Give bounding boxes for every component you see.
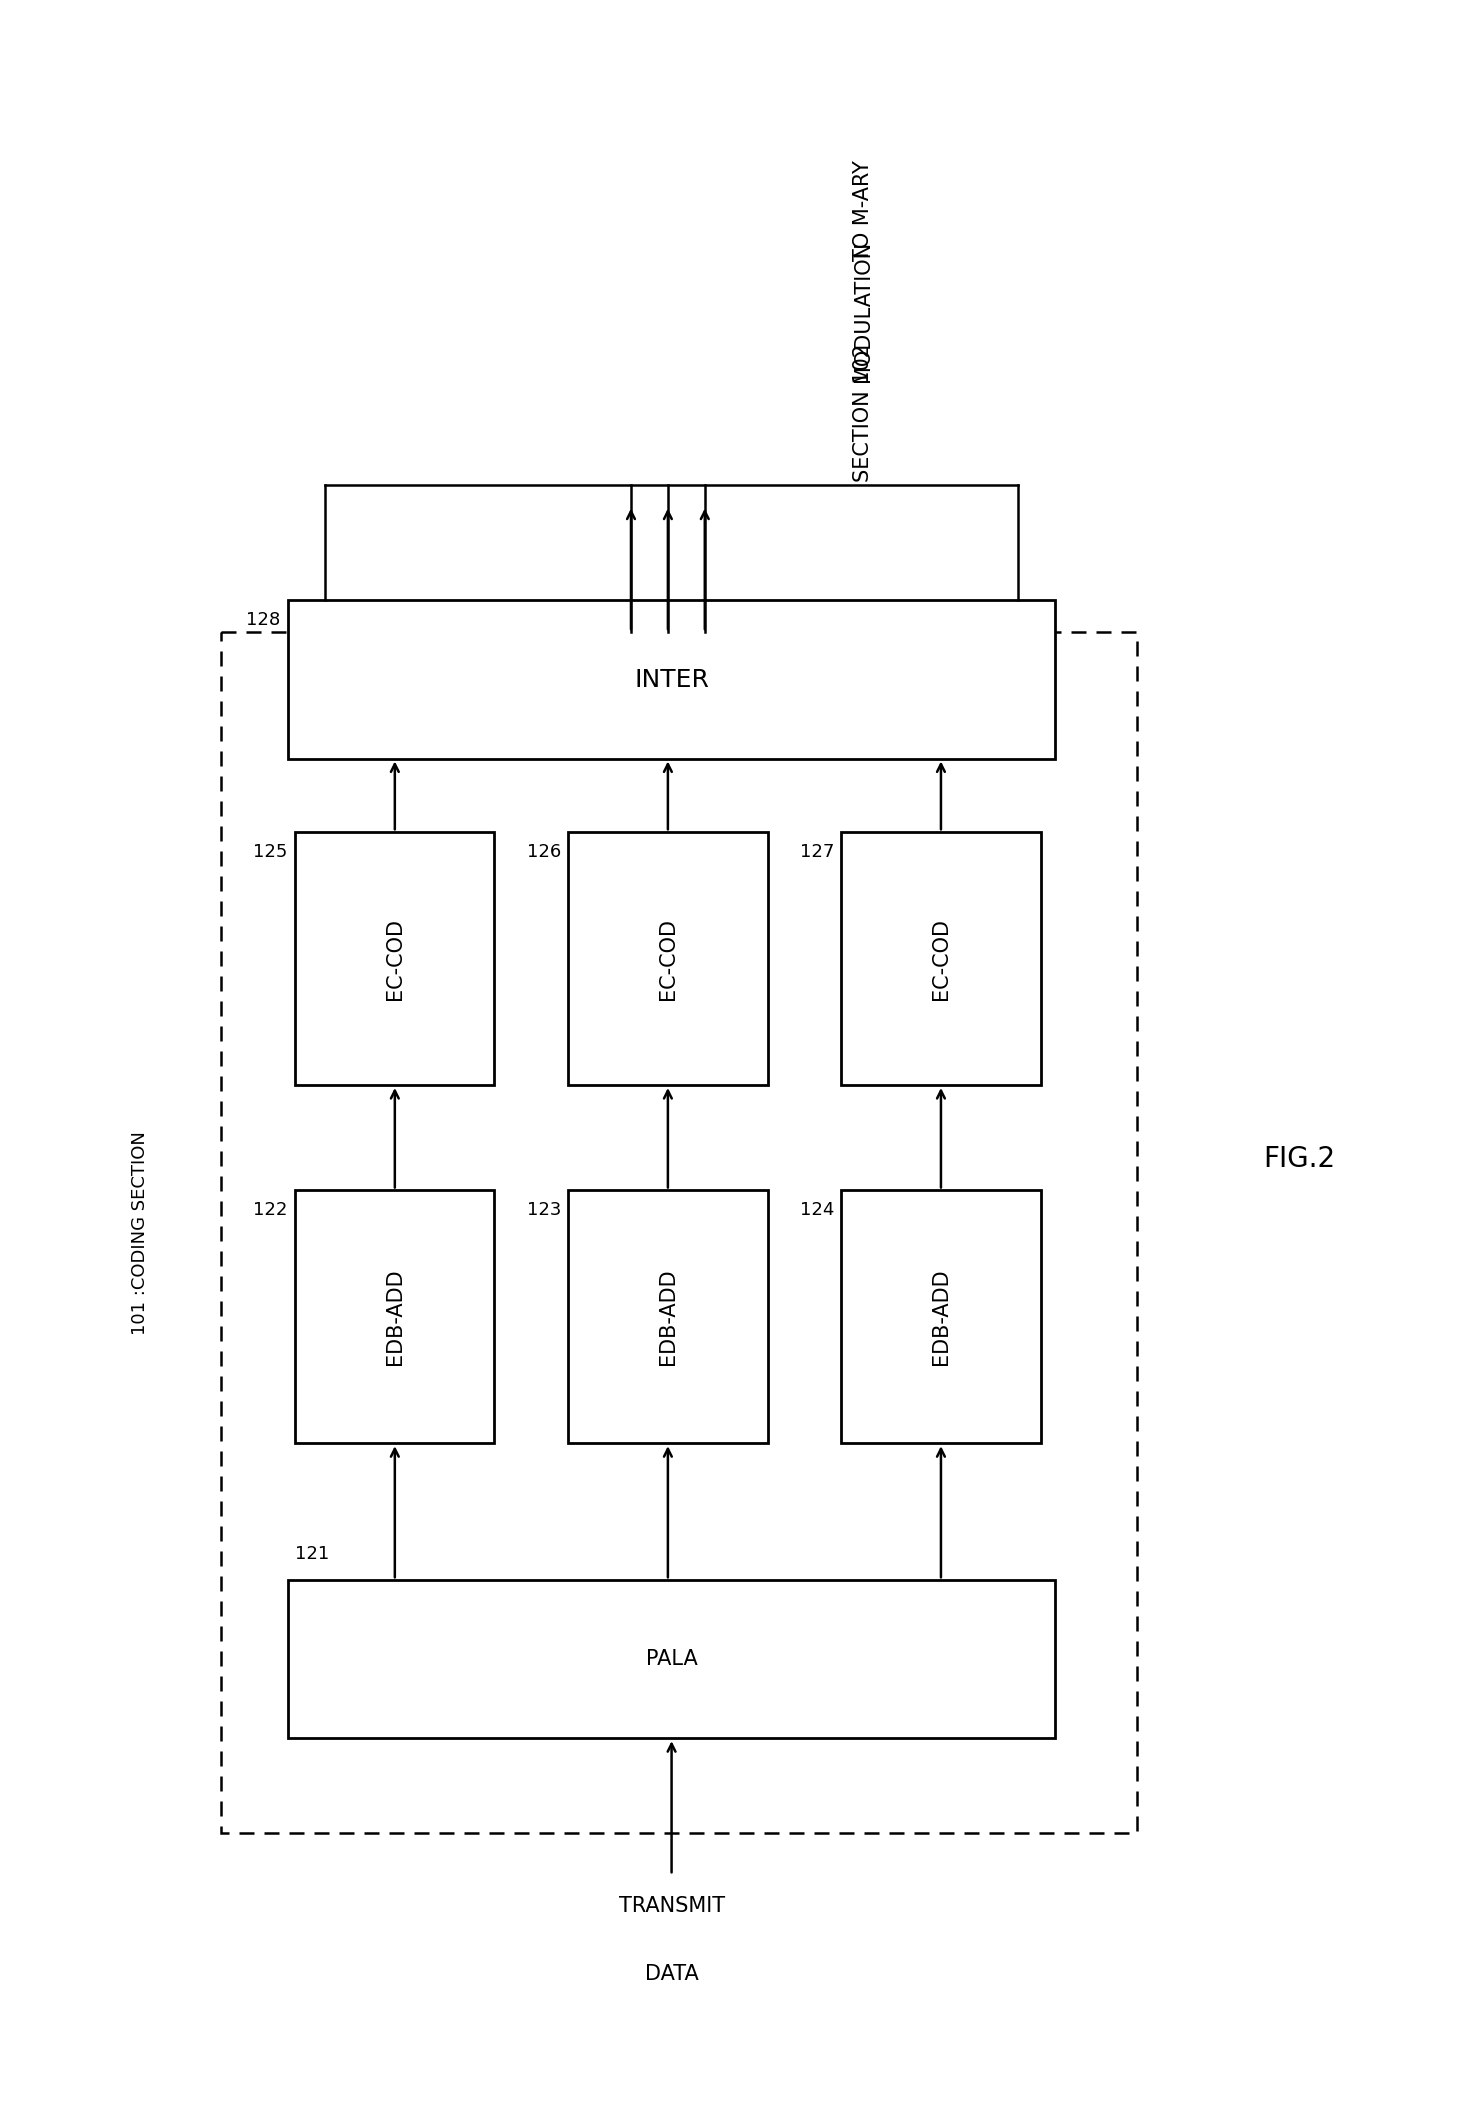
Bar xyxy=(568,832,768,1085)
Text: INTER: INTER xyxy=(635,668,708,691)
Bar xyxy=(295,832,494,1085)
Text: 101 :CODING SECTION: 101 :CODING SECTION xyxy=(131,1131,149,1334)
Text: EC-COD: EC-COD xyxy=(931,919,951,999)
Text: TRANSMIT: TRANSMIT xyxy=(618,1896,725,1915)
Bar xyxy=(288,600,1055,759)
Text: EDB-ADD: EDB-ADD xyxy=(931,1268,951,1365)
Text: DATA: DATA xyxy=(645,1964,698,1983)
Text: 123: 123 xyxy=(527,1201,561,1220)
Bar xyxy=(288,1580,1055,1738)
Text: EDB-ADD: EDB-ADD xyxy=(385,1268,404,1365)
Text: EC-COD: EC-COD xyxy=(385,919,404,999)
Bar xyxy=(221,632,1137,1833)
Text: TO M-ARY: TO M-ARY xyxy=(853,160,874,261)
Text: SECTION 102: SECTION 102 xyxy=(853,343,874,483)
Text: 121: 121 xyxy=(295,1544,329,1563)
Text: 126: 126 xyxy=(527,843,561,862)
Text: 127: 127 xyxy=(800,843,834,862)
Text: MODULATION: MODULATION xyxy=(853,242,874,381)
Text: 125: 125 xyxy=(254,843,288,862)
Text: FIG.2: FIG.2 xyxy=(1263,1144,1334,1174)
Bar xyxy=(568,1190,768,1443)
Text: EDB-ADD: EDB-ADD xyxy=(658,1268,677,1365)
Bar xyxy=(295,1190,494,1443)
Text: 122: 122 xyxy=(254,1201,288,1220)
Text: 128: 128 xyxy=(246,611,280,630)
Text: EC-COD: EC-COD xyxy=(658,919,677,999)
Text: 124: 124 xyxy=(800,1201,834,1220)
Bar xyxy=(841,1190,1041,1443)
Text: PALA: PALA xyxy=(645,1650,698,1669)
Bar xyxy=(841,832,1041,1085)
